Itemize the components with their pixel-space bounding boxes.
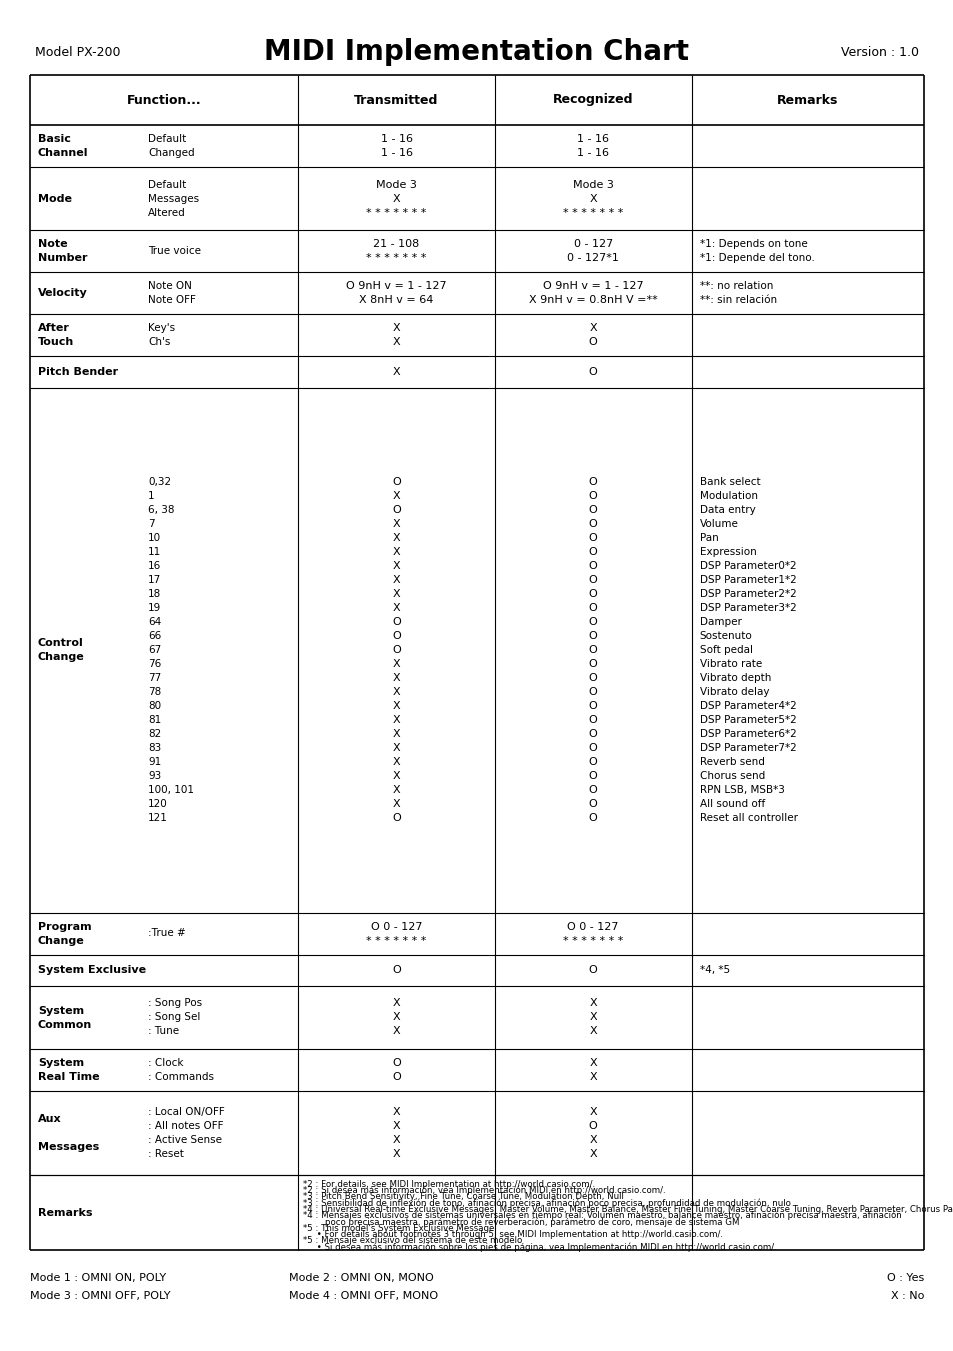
Text: Basic
Channel: Basic Channel: [38, 134, 89, 158]
Text: X: X: [393, 366, 400, 377]
Text: Mode 1 : OMNI ON, POLY: Mode 1 : OMNI ON, POLY: [30, 1273, 166, 1283]
Text: Aux

Messages: Aux Messages: [38, 1115, 99, 1152]
Text: X
X
X: X X X: [393, 998, 400, 1036]
Text: *5 : This model's System Exclusive Message: *5 : This model's System Exclusive Messa…: [303, 1224, 494, 1232]
Text: 0 - 127
0 - 127*1: 0 - 127 0 - 127*1: [567, 239, 618, 263]
Text: Key's
Ch's: Key's Ch's: [148, 323, 175, 347]
Text: O: O: [392, 965, 400, 975]
Text: Note ON
Note OFF: Note ON Note OFF: [148, 281, 195, 305]
Text: Control
Change: Control Change: [38, 638, 85, 662]
Text: Note
Number: Note Number: [38, 239, 88, 263]
Text: O
O
O
O
O
O
O
O
O
O
O
O
O
O
O
O
O
O
O
O
O
O
O
O
O: O O O O O O O O O O O O O O O O O O O O …: [588, 477, 597, 823]
Text: 0,32
1
6, 38
7
10
11
16
17
18
19
64
66
67
76
77
78
80
81
82
83
91
93
100, 101
12: 0,32 1 6, 38 7 10 11 16 17 18 19 64 66 6…: [148, 477, 193, 823]
Text: O 0 - 127
* * * * * * *: O 0 - 127 * * * * * * *: [562, 921, 622, 946]
Text: 1 - 16
1 - 16: 1 - 16 1 - 16: [380, 134, 412, 158]
Text: True voice: True voice: [148, 246, 201, 255]
Text: Recognized: Recognized: [553, 93, 633, 107]
Text: Model PX-200: Model PX-200: [35, 46, 120, 58]
Text: X
O
X
X: X O X X: [588, 1106, 597, 1159]
Text: X
X
X: X X X: [589, 998, 597, 1036]
Text: X
X
X
X: X X X X: [393, 1106, 400, 1159]
Text: Bank select
Modulation
Data entry
Volume
Pan
Expression
DSP Parameter0*2
DSP Par: Bank select Modulation Data entry Volume…: [699, 477, 797, 823]
Text: X : No: X : No: [890, 1292, 923, 1301]
Text: **: no relation
**: sin relación: **: no relation **: sin relación: [699, 281, 776, 305]
Text: :True #: :True #: [148, 928, 186, 939]
Text: *4, *5: *4, *5: [699, 965, 729, 975]
Text: Pitch Bender: Pitch Bender: [38, 366, 118, 377]
Text: O 9nH v = 1 - 127
X 8nH v = 64: O 9nH v = 1 - 127 X 8nH v = 64: [346, 281, 446, 305]
Text: : Clock
: Commands: : Clock : Commands: [148, 1058, 213, 1082]
Text: Mode 2 : OMNI ON, MONO: Mode 2 : OMNI ON, MONO: [289, 1273, 434, 1283]
Text: • For details about footnotes 3 through 5, see MIDI Implementation at http://wor: • For details about footnotes 3 through …: [303, 1229, 722, 1239]
Text: Program
Change: Program Change: [38, 921, 91, 946]
Text: System Exclusive: System Exclusive: [38, 965, 146, 975]
Text: Version : 1.0: Version : 1.0: [841, 46, 918, 58]
Text: *4 : Universal Real-time Exclusive Messages: Master Volume, Master Balance, Mast: *4 : Universal Real-time Exclusive Messa…: [303, 1205, 953, 1213]
Text: Mode 3
X
* * * * * * *: Mode 3 X * * * * * * *: [562, 180, 622, 218]
Text: Mode 4 : OMNI OFF, MONO: Mode 4 : OMNI OFF, MONO: [289, 1292, 438, 1301]
Text: O : Yes: O : Yes: [886, 1273, 923, 1283]
Text: Remarks: Remarks: [777, 93, 838, 107]
Text: X
X: X X: [589, 1058, 597, 1082]
Text: *4 : Mensajes exclusivos de sistemas universales en tiempo real: Volumen maestro: *4 : Mensajes exclusivos de sistemas uni…: [303, 1210, 901, 1220]
Text: Mode: Mode: [38, 193, 71, 204]
Text: Mode 3
X
* * * * * * *: Mode 3 X * * * * * * *: [366, 180, 426, 218]
Text: X
O: X O: [588, 323, 597, 347]
Text: O
O: O O: [392, 1058, 400, 1082]
Text: *2 : Si desea más información, vea Implementación MIDI en http://world.casio.com: *2 : Si desea más información, vea Imple…: [303, 1186, 665, 1196]
Text: • Si desea más información sobre los pies de página, vea Implementación MIDI en : • Si desea más información sobre los pie…: [303, 1242, 776, 1251]
Text: *1: Depends on tone
*1: Depende del tono.: *1: Depends on tone *1: Depende del tono…: [699, 239, 814, 263]
Text: *5 : Mensaje exclusivo del sistema de este modelo: *5 : Mensaje exclusivo del sistema de es…: [303, 1236, 522, 1246]
Text: Mode 3 : OMNI OFF, POLY: Mode 3 : OMNI OFF, POLY: [30, 1292, 171, 1301]
Text: *3 : Sensibilidad de inflexión de tono, afinación precisa, afinación poco precis: *3 : Sensibilidad de inflexión de tono, …: [303, 1198, 790, 1208]
Text: O: O: [588, 965, 597, 975]
Text: X
X: X X: [393, 323, 400, 347]
Text: MIDI Implementation Chart: MIDI Implementation Chart: [264, 38, 689, 66]
Text: poco precisa maestra, parámetro de reverberación, parámetro de coro, mensaje de : poco precisa maestra, parámetro de rever…: [303, 1217, 739, 1227]
Text: : Song Pos
: Song Sel
: Tune: : Song Pos : Song Sel : Tune: [148, 998, 202, 1036]
Text: 21 - 108
* * * * * * *: 21 - 108 * * * * * * *: [366, 239, 426, 263]
Text: Remarks: Remarks: [38, 1208, 92, 1217]
Text: O 9nH v = 1 - 127
X 9nH v = 0.8nH V =**: O 9nH v = 1 - 127 X 9nH v = 0.8nH V =**: [528, 281, 657, 305]
Text: 1 - 16
1 - 16: 1 - 16 1 - 16: [577, 134, 609, 158]
Text: After
Touch: After Touch: [38, 323, 74, 347]
Text: System
Real Time: System Real Time: [38, 1058, 99, 1082]
Text: : Local ON/OFF
: All notes OFF
: Active Sense
: Reset: : Local ON/OFF : All notes OFF : Active …: [148, 1106, 225, 1159]
Text: O
X
O
X
X
X
X
X
X
X
O
O
O
X
X
X
X
X
X
X
X
X
X
X
O: O X O X X X X X X X O O O X X X X X X X …: [392, 477, 400, 823]
Text: Transmitted: Transmitted: [354, 93, 438, 107]
Text: Velocity: Velocity: [38, 288, 88, 299]
Text: O 0 - 127
* * * * * * *: O 0 - 127 * * * * * * *: [366, 921, 426, 946]
Text: O: O: [588, 366, 597, 377]
Text: Default
Messages
Altered: Default Messages Altered: [148, 180, 199, 218]
Text: System
Common: System Common: [38, 1005, 92, 1029]
Text: *3 : Pitch Bend Sensitivity, Fine Tune, Coarse Tune, Modulation Depth, Null: *3 : Pitch Bend Sensitivity, Fine Tune, …: [303, 1192, 623, 1201]
Text: Function...: Function...: [127, 93, 201, 107]
Text: *2 : For details, see MIDI Implementation at http://world.casio.com/.: *2 : For details, see MIDI Implementatio…: [303, 1179, 595, 1189]
Text: Default
Changed: Default Changed: [148, 134, 194, 158]
